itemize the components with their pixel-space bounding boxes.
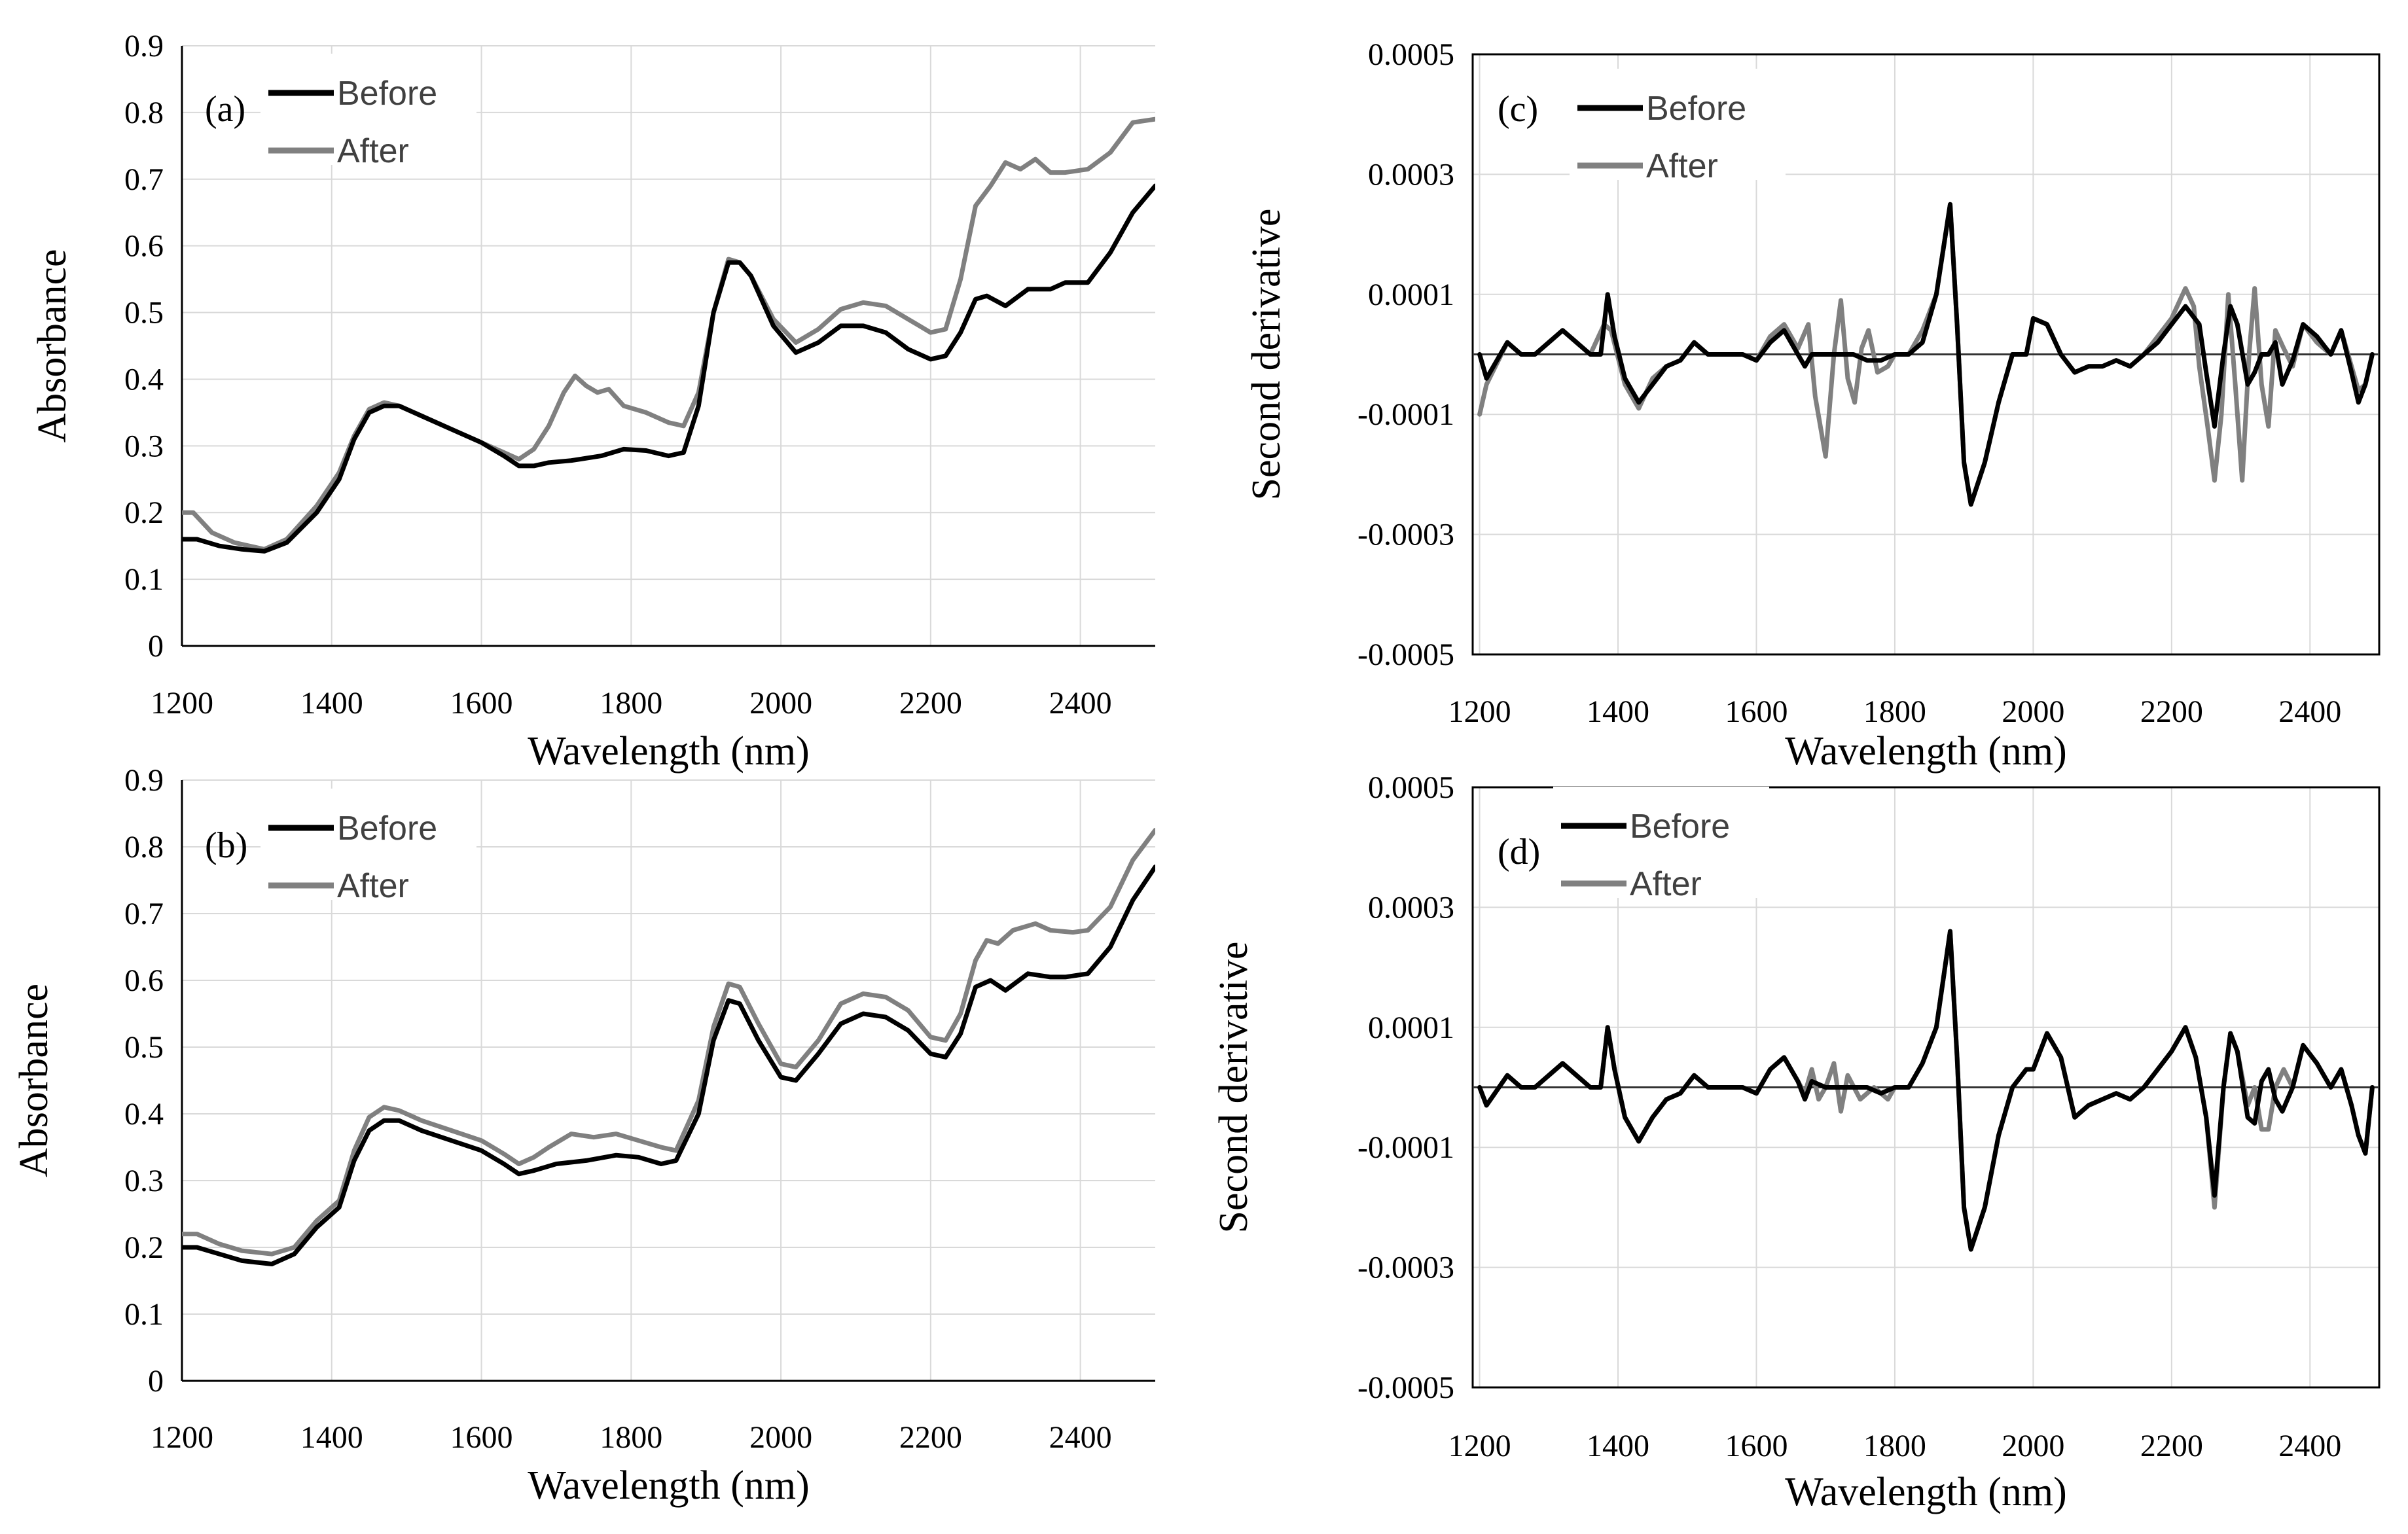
legend-label-after: After [1646, 147, 1718, 185]
y-tick-label: 0.0005 [1368, 37, 1454, 72]
legend-background [261, 54, 476, 165]
x-tick-label: 2000 [2002, 694, 2064, 729]
y-axis-label: Second derivative [1244, 209, 1289, 501]
x-tick-label: 1800 [1863, 1429, 1926, 1463]
panel-label: (b) [205, 825, 247, 866]
y-tick-label: 0.6 [124, 963, 164, 998]
x-tick-label: 1400 [300, 1420, 363, 1455]
x-tick-label: 1200 [1448, 694, 1511, 729]
legend-background [261, 789, 476, 900]
x-tick-label: 1600 [1725, 1429, 1788, 1463]
y-tick-label: 0.8 [124, 96, 164, 130]
legend-label-after: After [1630, 865, 1702, 903]
series-line-before [182, 865, 1155, 1266]
y-tick-label: 0.0001 [1368, 1010, 1454, 1045]
series-line-after [182, 828, 1155, 1257]
x-tick-label: 2200 [2140, 1429, 2203, 1463]
panel-label: (a) [205, 89, 245, 130]
y-tick-label: 0 [148, 629, 164, 664]
x-tick-label: 1400 [300, 686, 363, 721]
y-tick-label: -0.0005 [1357, 1370, 1454, 1405]
legend-label-after: After [337, 132, 409, 170]
legend-label-before: Before [337, 75, 437, 113]
x-tick-label: 2000 [749, 1420, 812, 1455]
x-tick-label: 1600 [450, 686, 513, 721]
y-tick-label: 0.8 [124, 830, 164, 865]
x-axis-label: Wavelength (nm) [528, 729, 810, 774]
y-tick-label: 0.9 [124, 763, 164, 798]
x-tick-label: 1200 [151, 1420, 213, 1455]
y-tick-label: -0.0003 [1357, 518, 1454, 552]
x-tick-label: 2400 [1049, 686, 1112, 721]
chart-panel-a: 1200 1400 1600 1800 2000 2200 2400 0 0.1 0.2 0.3 0.… [30, 29, 1155, 774]
y-tick-label: 0.9 [124, 29, 164, 63]
series-line-before [1477, 929, 2375, 1252]
series-line-after [182, 116, 1155, 552]
x-tick-label: 1800 [600, 686, 662, 721]
y-tick-label: 0.7 [124, 897, 164, 931]
y-tick-label: 0.4 [124, 362, 164, 397]
y-tick-label: 0.5 [124, 1030, 164, 1065]
x-tick-label: 2200 [899, 1420, 962, 1455]
y-tick-label: -0.0005 [1357, 637, 1454, 672]
x-tick-label: 1200 [151, 686, 213, 721]
legend-label-before: Before [337, 810, 437, 847]
y-tick-label: 0.1 [124, 1297, 164, 1332]
x-axis-label: Wavelength (nm) [1785, 1470, 2067, 1514]
y-axis-label: Second derivative [1212, 942, 1256, 1234]
x-tick-label: 1400 [1587, 1429, 1649, 1463]
y-tick-label: 0.1 [124, 562, 164, 597]
y-tick-label: -0.0003 [1357, 1251, 1454, 1285]
y-axis-label: Absorbance [12, 984, 56, 1177]
x-axis-label: Wavelength (nm) [1785, 729, 2067, 774]
x-tick-label: 2400 [1049, 1420, 1112, 1455]
x-tick-label: 1400 [1587, 694, 1649, 729]
x-tick-label: 2200 [899, 686, 962, 721]
x-tick-label: 2000 [749, 686, 812, 721]
x-tick-label: 2400 [2278, 1429, 2341, 1463]
y-tick-label: 0.5 [124, 296, 164, 330]
y-tick-label: 0.0003 [1368, 890, 1454, 925]
series-line-before [1477, 202, 2375, 507]
y-tick-label: 0.3 [124, 429, 164, 463]
y-tick-label: 0.0003 [1368, 157, 1454, 192]
legend-label-before: Before [1630, 808, 1730, 846]
legend-label-before: Before [1646, 90, 1746, 128]
x-tick-label: 2000 [2002, 1429, 2064, 1463]
y-tick-label: 0.0001 [1368, 277, 1454, 312]
legend-label-after: After [337, 867, 409, 905]
x-tick-label: 1800 [1863, 694, 1926, 729]
legend-background [1553, 787, 1769, 898]
series-line-after [1477, 929, 2375, 1252]
y-tick-label: 0.4 [124, 1097, 164, 1132]
y-tick-label: 0.7 [124, 162, 164, 197]
y-tick-label: 0.2 [124, 495, 164, 530]
legend-background [1570, 69, 1786, 180]
x-tick-label: 1200 [1448, 1429, 1511, 1463]
y-tick-label: -0.0001 [1357, 397, 1454, 432]
y-tick-label: 0.2 [124, 1230, 164, 1265]
x-tick-label: 1600 [450, 1420, 513, 1455]
x-tick-label: 2200 [2140, 694, 2203, 729]
x-tick-label: 1600 [1725, 694, 1788, 729]
x-axis-label: Wavelength (nm) [528, 1463, 810, 1508]
panel-label: (d) [1498, 832, 1540, 872]
y-axis-label: Absorbance [30, 249, 75, 442]
y-tick-label: 0.3 [124, 1164, 164, 1198]
panel-label: (c) [1498, 89, 1538, 130]
y-tick-label: 0.0005 [1368, 770, 1454, 805]
x-tick-label: 2400 [2278, 694, 2341, 729]
chart-panel-d: 1200 1400 1600 1800 2000 2200 2400 0.0005 0.0003… [1212, 770, 2381, 1514]
y-tick-label: -0.0001 [1357, 1130, 1454, 1165]
x-tick-label: 1800 [600, 1420, 662, 1455]
chart-panel-b: 1200 1400 1600 1800 2000 2200 2400 0 0.1 0.2 0.3 0.… [12, 763, 1155, 1508]
chart-panel-c: 1200 1400 1600 1800 2000 2200 2400 0.0005 0.0003… [1244, 37, 2381, 774]
y-tick-label: 0.6 [124, 229, 164, 264]
series-line-before [182, 183, 1155, 554]
y-tick-label: 0 [148, 1364, 164, 1399]
